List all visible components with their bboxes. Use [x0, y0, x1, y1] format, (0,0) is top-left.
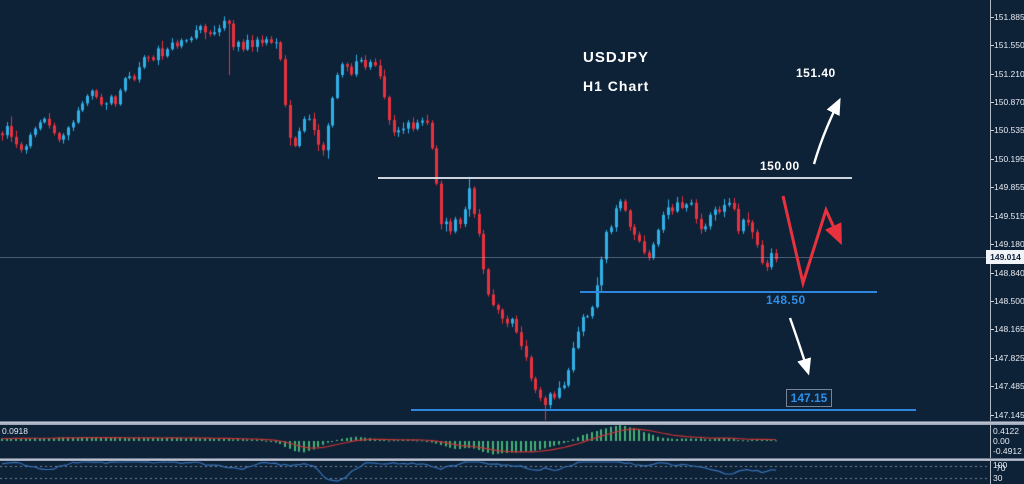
- support-line-148-50[interactable]: [580, 291, 877, 293]
- y-axis-tick-label: 149.515: [994, 210, 1024, 221]
- macd-scale-upper: 0.4122: [993, 426, 1019, 436]
- candlestick-canvas[interactable]: [0, 0, 990, 421]
- y-axis-tick-label: 151.550: [994, 39, 1024, 50]
- axis-tick-mark: [991, 244, 994, 246]
- macd-pane[interactable]: 0.0918: [0, 425, 990, 458]
- target-down-label[interactable]: 147.15: [786, 389, 832, 407]
- y-axis-tick-label: 151.210: [994, 68, 1024, 79]
- axis-tick-mark: [991, 329, 994, 331]
- stoch-scale-70: 70: [996, 463, 1006, 473]
- y-axis-tick-label: 147.145: [994, 409, 1024, 420]
- y-axis-tick-label: 150.535: [994, 125, 1024, 136]
- axis-tick-mark: [991, 73, 994, 75]
- y-axis-tick-label: 148.500: [994, 296, 1024, 307]
- chart-timeframe-title: H1 Chart: [583, 78, 650, 94]
- axis-tick-mark: [991, 272, 994, 274]
- pane-separator[interactable]: [0, 458, 1024, 461]
- current-price-box: 149.014: [986, 250, 1024, 264]
- macd-scale-lower: -0.4912: [993, 446, 1022, 456]
- price-chart-pane[interactable]: USDJPY H1 Chart 151.40 150.00 148.50 147…: [0, 0, 990, 421]
- y-axis-tick-label: 150.195: [994, 153, 1024, 164]
- macd-current-value-label: 0.0918: [2, 426, 28, 436]
- stoch-scale-30: 30: [993, 473, 1003, 483]
- chart-symbol-title: USDJPY: [583, 49, 650, 66]
- axis-tick-mark: [991, 187, 994, 189]
- axis-tick-mark: [991, 215, 994, 217]
- axis-tick-mark: [991, 44, 994, 46]
- support-price-label[interactable]: 148.50: [766, 293, 806, 307]
- stochastic-canvas[interactable]: [0, 461, 990, 484]
- y-axis-tick-label: 149.855: [994, 182, 1024, 193]
- pane-separator[interactable]: [0, 421, 1024, 425]
- resistance-line-150[interactable]: [378, 177, 852, 179]
- support-line-147-15[interactable]: [411, 409, 916, 411]
- y-axis-tick-label: 148.165: [994, 324, 1024, 335]
- stochastic-pane[interactable]: [0, 461, 990, 484]
- axis-tick-mark: [991, 414, 994, 416]
- y-axis-tick-label: 149.180: [994, 239, 1024, 250]
- stoch-scale-100: 100: [993, 460, 1008, 470]
- axis-tick-mark: [991, 357, 994, 359]
- macd-canvas[interactable]: [0, 425, 990, 458]
- target-up-label[interactable]: 151.40: [796, 66, 836, 80]
- y-axis-tick-label: 147.825: [994, 352, 1024, 363]
- axis-tick-mark: [991, 158, 994, 160]
- axis-tick-mark: [991, 386, 994, 388]
- axis-tick-mark: [991, 16, 994, 18]
- resistance-price-label[interactable]: 150.00: [760, 159, 800, 173]
- axis-tick-mark: [991, 130, 994, 132]
- y-axis-tick-label: 148.840: [994, 267, 1024, 278]
- price-axis[interactable]: 151.885 151.550 151.210 150.870 150.535 150.1…: [986, 0, 1024, 484]
- y-axis-tick-label: 151.885: [994, 11, 1024, 22]
- current-price-line: [0, 257, 990, 258]
- y-axis-tick-label: 147.485: [994, 381, 1024, 392]
- macd-scale-zero: 0.00: [993, 436, 1010, 446]
- axis-tick-mark: [991, 102, 994, 104]
- y-axis-tick-label: 150.870: [994, 97, 1024, 108]
- axis-tick-mark: [991, 301, 994, 303]
